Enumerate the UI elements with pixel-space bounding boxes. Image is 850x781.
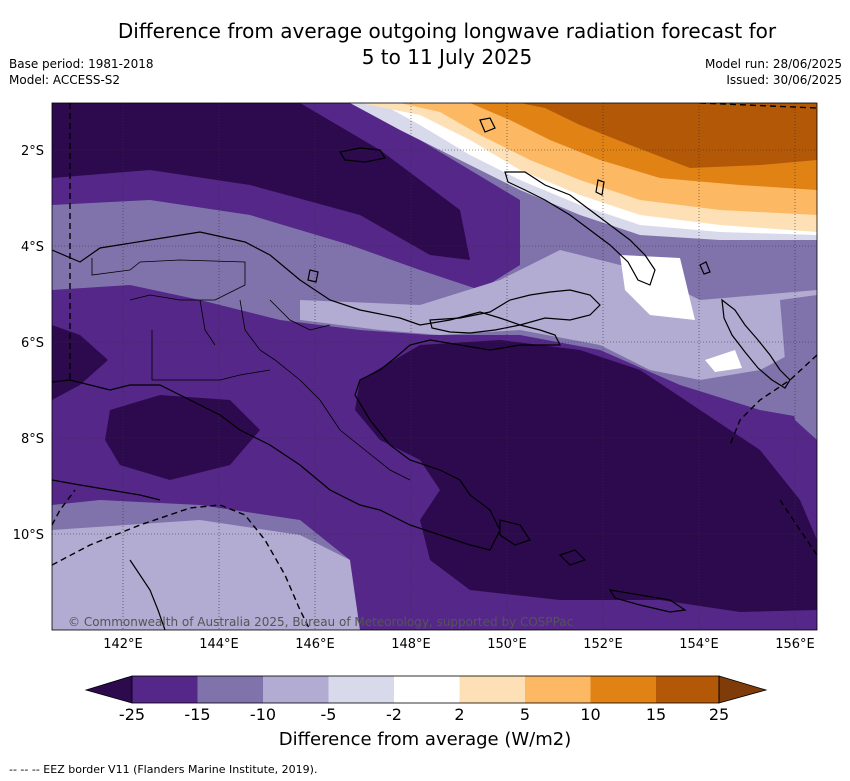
colorbar-tick-label: 10 xyxy=(580,705,600,724)
lon-tick-label: 146°E xyxy=(295,637,335,652)
lon-tick-label: 156°E xyxy=(775,637,815,652)
title-line-2: 5 to 11 July 2025 xyxy=(361,45,533,69)
lat-tick-label: 6°S xyxy=(21,336,44,351)
colorbar-outline xyxy=(131,675,720,704)
issued-text: Issued: 30/06/2025 xyxy=(726,73,842,87)
lat-tick-label: 4°S xyxy=(21,240,44,255)
colorbar-over-arrow xyxy=(718,675,768,704)
colorbar-tick-label: -10 xyxy=(250,705,276,724)
colorbar-swatch xyxy=(656,676,719,703)
colorbar-tick-label: -15 xyxy=(184,705,210,724)
lat-tick-label: 8°S xyxy=(21,432,44,447)
colorbar-swatch xyxy=(394,676,460,703)
lat-labels: 2°S 4°S 6°S 8°S 10°S xyxy=(13,144,44,543)
lat-tick-label: 2°S xyxy=(21,144,44,159)
anomaly-field xyxy=(52,103,817,630)
colorbar-tick-label: 5 xyxy=(520,705,530,724)
colorbar-tick-label: 2 xyxy=(454,705,464,724)
anomaly-band-plus15 xyxy=(520,103,817,168)
lon-labels: 142°E 144°E 146°E 148°E 150°E 152°E 154°… xyxy=(103,637,815,652)
colorbar-swatch xyxy=(590,676,656,703)
base-period-text: Base period: 1981-2018 xyxy=(9,57,154,71)
anomaly-neutral-bougainville xyxy=(705,350,742,372)
model-text: Model: ACCESS-S2 xyxy=(9,73,121,87)
colorbar-title: Difference from average (W/m2) xyxy=(278,729,572,750)
lon-tick-label: 152°E xyxy=(583,637,623,652)
colorbar-swatch xyxy=(459,676,525,703)
colorbar-tick-label: 15 xyxy=(646,705,666,724)
colorbar-swatch xyxy=(525,676,591,703)
lon-tick-label: 142°E xyxy=(103,637,143,652)
eez-borders xyxy=(52,103,817,630)
province-borders xyxy=(91,258,411,481)
model-run-text: Model run: 28/06/2025 xyxy=(704,57,842,71)
colorbar-swatch xyxy=(132,676,198,703)
colorbar-tick-label: -25 xyxy=(119,705,145,724)
colorbar-tick-label: -2 xyxy=(386,705,402,724)
anomaly-neutral-new-ireland xyxy=(620,255,695,320)
eez-footnote: -- -- -- EEZ border V11 (Flanders Marine… xyxy=(9,763,318,776)
colorbar-swatch xyxy=(197,676,263,703)
colorbar-under-arrow xyxy=(84,675,133,704)
coastlines xyxy=(52,117,791,630)
anomaly-band-minus25-north xyxy=(52,103,470,260)
metadata-left: Base period: 1981-2018 Model: ACCESS-S2 xyxy=(9,56,154,88)
colorbar-swatch xyxy=(328,676,394,703)
title-line-1: Difference from average outgoing longwav… xyxy=(117,19,777,43)
colorbar-tick-label: -5 xyxy=(321,705,337,724)
lat-tick-label: 10°S xyxy=(13,528,44,543)
anomaly-band-minus5-south xyxy=(52,520,360,630)
anomaly-band-minus25-west xyxy=(52,325,108,400)
lon-tick-label: 144°E xyxy=(199,637,239,652)
colorbar: -25 -15 -10 -5 -2 2 5 10 15 25 xyxy=(84,675,768,724)
lon-tick-label: 150°E xyxy=(487,637,527,652)
map-title: Difference from average outgoing longwav… xyxy=(0,18,850,70)
colorbar-swatch xyxy=(263,676,329,703)
anomaly-band-minus25-coral-sea xyxy=(355,340,817,612)
copyright-text: © Commonwealth of Australia 2025, Bureau… xyxy=(68,615,573,629)
colorbar-tick-label: 25 xyxy=(709,705,729,724)
lon-tick-label: 154°E xyxy=(679,637,719,652)
anomaly-band-minus10-east xyxy=(780,295,817,440)
map-frame xyxy=(51,102,818,631)
metadata-right: Model run: 28/06/2025 Issued: 30/06/2025 xyxy=(705,56,842,88)
lon-tick-label: 148°E xyxy=(391,637,431,652)
anomaly-band-minus5-coast xyxy=(300,250,817,380)
